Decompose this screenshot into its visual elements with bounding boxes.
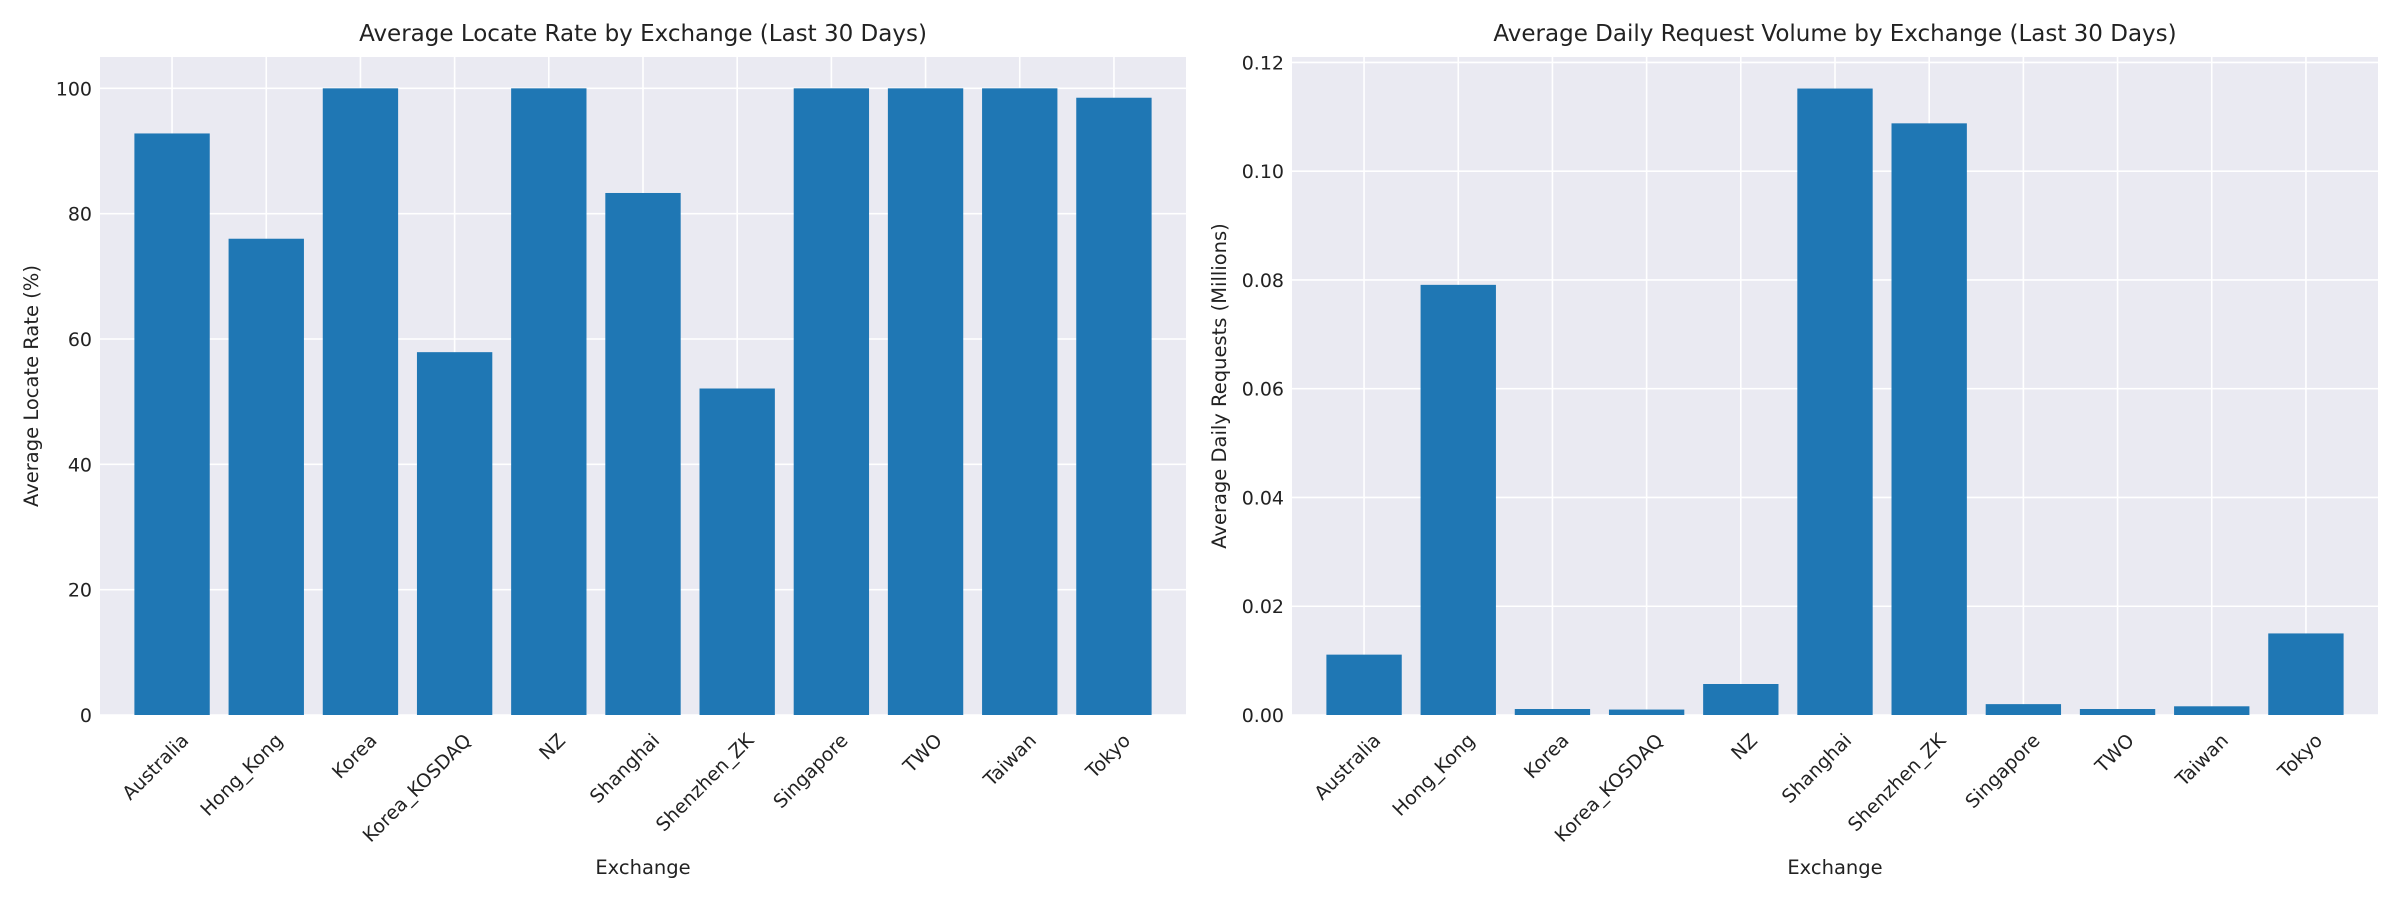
x-tick-label: Shanghai	[1778, 730, 1856, 808]
x-tick-label: Shanghai	[586, 730, 664, 808]
bar	[1703, 684, 1779, 715]
bar	[511, 88, 587, 716]
bar	[322, 88, 399, 716]
y-axis-label: Average Locate Rate (%)	[20, 265, 43, 507]
y-tick-label: 100	[56, 78, 92, 100]
chart-title: Average Daily Request Volume by Exchange…	[1493, 21, 2176, 47]
bar	[1985, 704, 2062, 715]
bar	[1608, 709, 1685, 715]
x-tick-label: NZ	[1727, 730, 1762, 765]
bar	[1797, 88, 1873, 715]
bar	[2079, 709, 2156, 715]
x-tick-label: Korea	[1520, 730, 1574, 784]
y-tick-label: 0.04	[1242, 487, 1284, 509]
y-tick-label: 0.12	[1242, 52, 1284, 74]
x-tick-label: Shenzhen_ZK	[652, 729, 759, 836]
x-tick-label: NZ	[535, 730, 570, 765]
x-tick-label: Korea	[328, 730, 382, 784]
x-tick-label: Taiwan	[2171, 730, 2233, 792]
y-axis-label: Average Daily Requests (Millions)	[1208, 223, 1231, 549]
y-tick-label: 60	[68, 329, 92, 351]
bar	[1891, 123, 1967, 715]
y-tick-label: 0.02	[1242, 596, 1284, 618]
y-tick-label: 0.08	[1242, 270, 1284, 292]
x-tick-label: Australia	[118, 730, 193, 805]
bar	[982, 88, 1058, 716]
bar	[1420, 284, 1496, 715]
x-tick-label: Tokyo	[1081, 730, 1135, 784]
chart-title: Average Locate Rate by Exchange (Last 30…	[359, 21, 927, 47]
y-tick-label: 0.00	[1242, 705, 1284, 727]
bar	[887, 88, 964, 716]
bar	[2268, 633, 2344, 715]
y-tick-label: 0.10	[1242, 161, 1284, 183]
y-tick-label: 0	[80, 705, 92, 727]
bar	[134, 133, 210, 715]
x-tick-label: Shenzhen_ZK	[1844, 729, 1951, 836]
bar	[1076, 97, 1152, 715]
x-tick-label: TWO	[898, 730, 946, 778]
x-tick-label: Hong_Kong	[196, 730, 287, 821]
x-tick-label: Singapore	[1961, 730, 2044, 813]
x-axis-label: Exchange	[595, 856, 690, 879]
y-tick-label: 0.06	[1242, 379, 1284, 401]
request-volume-chart: 0.00 0.02 0.04 0.06 0.08 0.10 0.12 Australia Hon…	[1208, 21, 2378, 879]
bar	[793, 88, 870, 716]
x-tick-label: Singapore	[769, 730, 852, 813]
x-tick-label: TWO	[2090, 730, 2138, 778]
y-tick-label: 80	[68, 204, 92, 226]
y-tick-label: 40	[68, 454, 92, 476]
bar	[1514, 709, 1591, 715]
bar	[605, 192, 681, 715]
x-axis-label: Exchange	[1787, 856, 1882, 879]
x-tick-label: Taiwan	[979, 730, 1041, 792]
x-tick-label: Australia	[1310, 730, 1385, 805]
bar	[228, 238, 304, 715]
x-tick-label: Tokyo	[2273, 730, 2327, 784]
bar	[2174, 706, 2250, 715]
bar	[416, 352, 493, 715]
x-tick-label: Hong_Kong	[1388, 730, 1479, 821]
bar	[699, 388, 775, 715]
y-tick-label: 20	[68, 580, 92, 602]
bar	[1326, 654, 1402, 715]
